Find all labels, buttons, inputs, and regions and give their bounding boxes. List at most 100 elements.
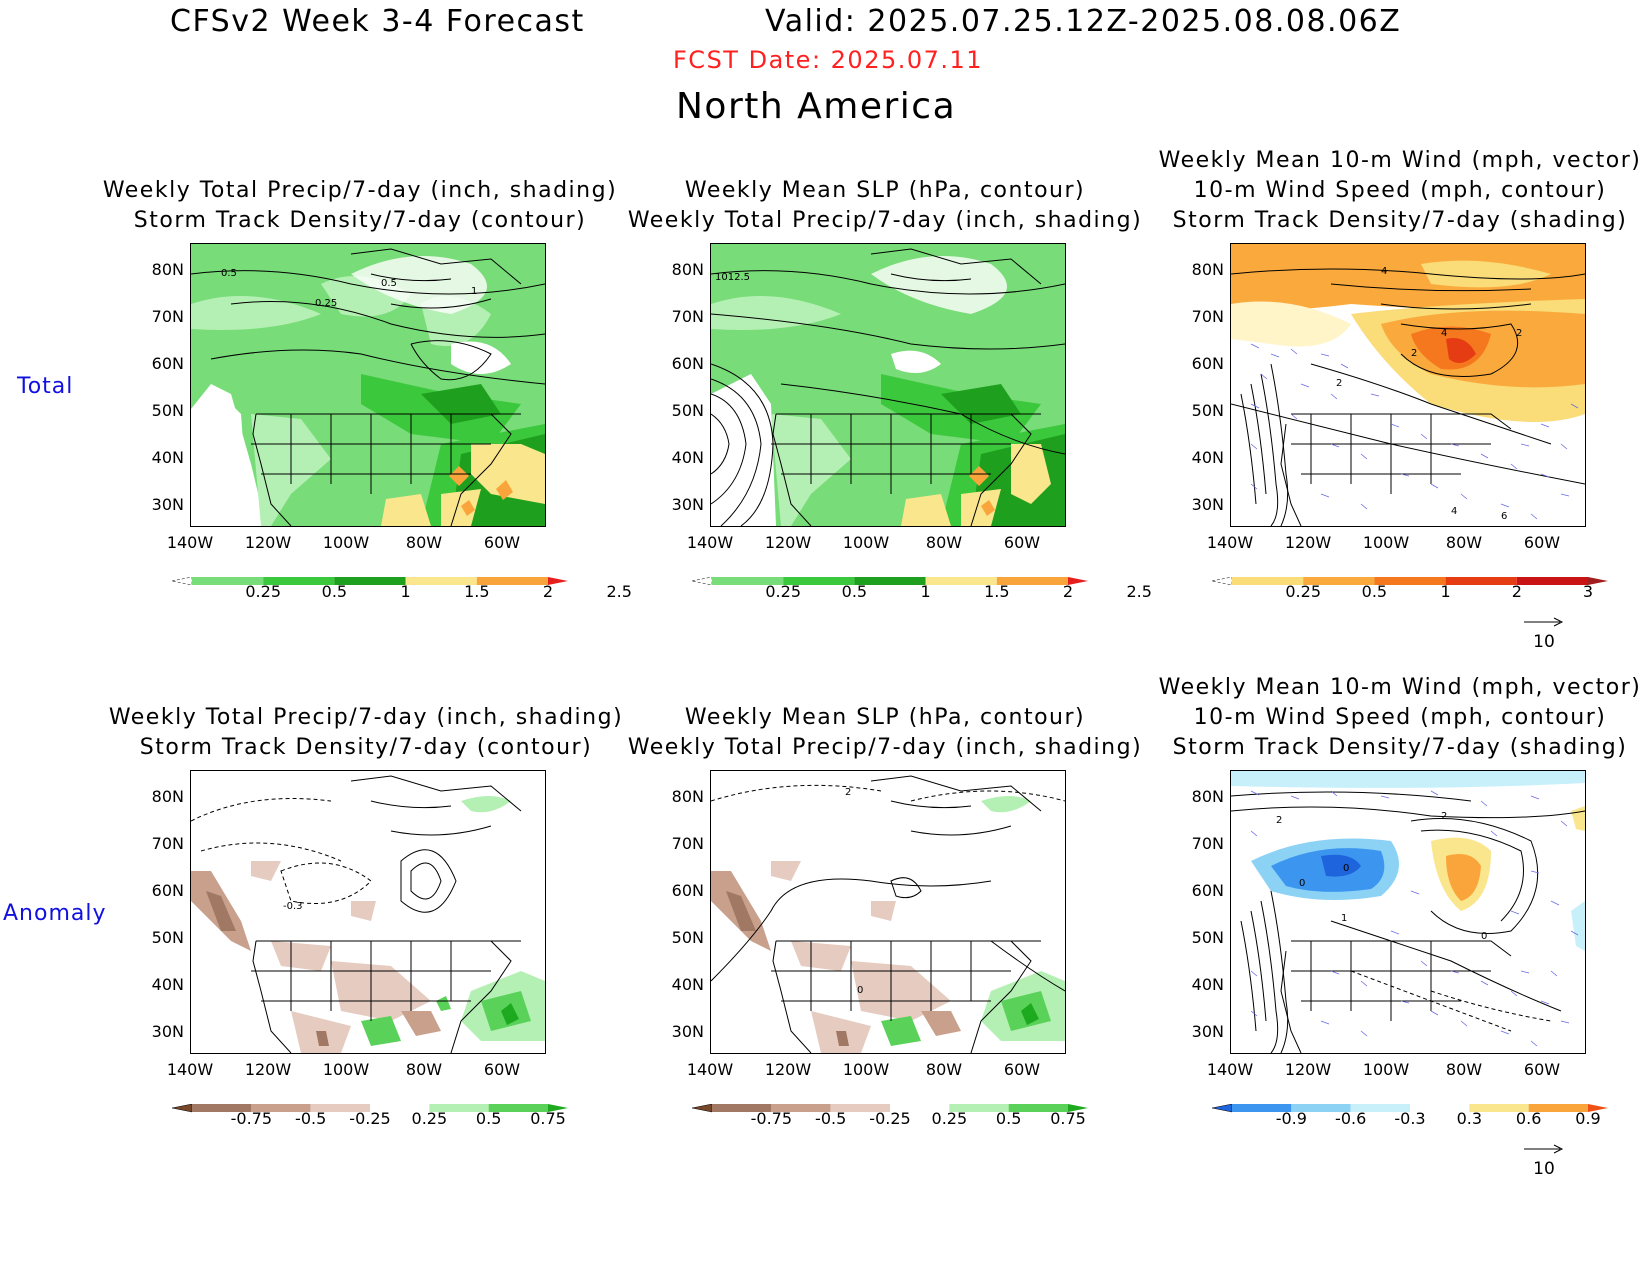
lon-tick-label: 140W [166,533,214,552]
lon-tick-label: 120W [244,1060,292,1079]
lat-tick-label: 70N [151,307,184,326]
colorbar-total-storm: 0.250.51234 [1211,572,1608,601]
map-total-precip: 0.5 0.5 0.25 1 [190,243,546,527]
colorbar-swatch [192,1104,252,1112]
colorbar-swatch [370,1104,430,1112]
colorbar-swatch [1410,1104,1470,1112]
lon-tick-label: 140W [686,533,734,552]
colorbar-swatch [830,1104,890,1112]
colorbar-label: 1 [920,582,931,601]
colorbar-label: -0.25 [349,1109,391,1128]
lat-tick-label: 30N [1191,495,1224,514]
lat-tick-label: 80N [671,787,704,806]
colorbar-swatches [1211,1103,1608,1113]
lat-tick-label: 40N [151,975,184,994]
colorbar-total-precip: 0.25 0.5 1 1.5 2 2.5 [171,572,632,601]
contour-label: 0.5 [381,278,397,289]
colorbar-label: 0.5 [841,582,868,601]
lat-tick-label: 80N [1191,787,1224,806]
contour-label: 4 [1381,266,1387,277]
colorbar-label: -0.75 [750,1109,793,1128]
colorbar-label: 2 [542,582,554,601]
colorbar-swatch [1588,1104,1608,1112]
colorbar-swatch [548,1104,568,1112]
colorbar-swatch [1068,577,1088,585]
lat-tick-label: 40N [1191,448,1224,467]
lon-tick-label: 140W [1206,1060,1254,1079]
map-total-wind: 4 2 2 4 2 4 6 [1230,243,1586,527]
colorbar-label: 0.25 [245,582,281,601]
lat-tick-label: 30N [671,1022,704,1041]
lon-tick-label: 60W [1523,1060,1561,1079]
colorbar-swatch [949,1104,1009,1112]
lat-tick-label: 50N [1191,928,1224,947]
colorbar-swatch [1588,577,1608,585]
colorbar-total-slp: 0.25 0.5 1 1.5 2 2.5 [691,572,1152,601]
colorbar-swatches [691,576,1088,586]
colorbar-swatch [251,1104,311,1112]
colorbar-label: 0.6 [1515,1109,1542,1128]
colorbar-label: 0.25 [931,1109,968,1128]
contour-label: 2 [1441,811,1447,822]
colorbar-label: 4 [1629,582,1650,601]
colorbar-label: 0.75 [1050,1109,1086,1128]
lon-tick-label: 140W [686,1060,734,1079]
colorbar-anom-storm: -0.9 -0.6 -0.3 0.3 0.6 0.9 [1211,1099,1608,1128]
colorbar-swatch [712,1104,772,1112]
colorbar-label: 0.5 [475,1109,502,1128]
colorbar-swatch [548,577,568,585]
lon-tick-label: 80W [925,1060,963,1079]
contour-label: 1012.5 [715,272,750,283]
colorbar-swatch [1211,576,1233,586]
colorbar-label: 0.25 [411,1109,448,1128]
lon-tick-label: 60W [1523,533,1561,552]
contour-label: 6 [1501,511,1507,522]
colorbar-swatch [1469,1104,1529,1112]
contour-label: 0 [1343,863,1349,874]
colorbar-label: 1 [1440,582,1451,601]
lat-tick-label: 60N [151,354,184,373]
lat-tick-label: 70N [1191,307,1224,326]
colorbar-label: 2.5 [1126,582,1152,601]
lat-tick-label: 60N [151,881,184,900]
colorbar-label: -0.5 [295,1109,327,1128]
colorbar-swatch [192,577,264,585]
lon-tick-label: 60W [483,533,521,552]
colorbar-swatch [405,577,477,585]
lat-tick-label: 70N [671,307,704,326]
lat-tick-label: 30N [151,1022,184,1041]
colorbar-swatch [1008,1104,1068,1112]
colorbar-swatch [854,577,926,585]
colorbar-swatch [334,577,406,585]
panel-title-total-slp: Weekly Mean SLP (hPa, contour) Weekly Tot… [627,178,1143,233]
colorbar-swatch [1068,1104,1088,1112]
lat-tick-label: 60N [1191,354,1224,373]
lat-tick-label: 60N [671,881,704,900]
lon-tick-label: 80W [405,1060,443,1079]
contour-label: 2 [1516,328,1522,339]
colorbar-label: -0.25 [869,1109,911,1128]
lat-tick-label: 30N [151,495,184,514]
vector-reference-anomaly: 10 [1524,1139,1564,1179]
contour-label: 2 [1276,815,1282,826]
colorbar-label: 2.5 [606,582,632,601]
row-label-total: Total [17,374,74,399]
contour-label: 0.5 [221,268,237,279]
lat-tick-label: 80N [151,787,184,806]
lat-tick-label: 80N [151,260,184,279]
lat-tick-label: 30N [1191,1022,1224,1041]
lon-tick-label: 120W [1284,533,1332,552]
colorbar-swatches [171,1103,568,1113]
lon-tick-label: 100W [842,1060,890,1079]
colorbar-label: 1.5 [984,582,1010,601]
colorbar-swatch [996,577,1068,585]
contour-label: 0 [1299,878,1305,889]
lat-tick-label: 50N [1191,401,1224,420]
contour-label: 1 [1341,913,1347,924]
lon-tick-label: 120W [764,1060,812,1079]
colorbar-swatches [1211,576,1608,586]
colorbar-label: -0.6 [1335,1109,1367,1128]
row-label-anomaly: Anomaly [3,901,107,926]
colorbar-anom-slp: -0.75 -0.5 -0.25 0.25 0.5 0.75 [691,1099,1088,1128]
colorbar-swatches [691,1103,1088,1113]
